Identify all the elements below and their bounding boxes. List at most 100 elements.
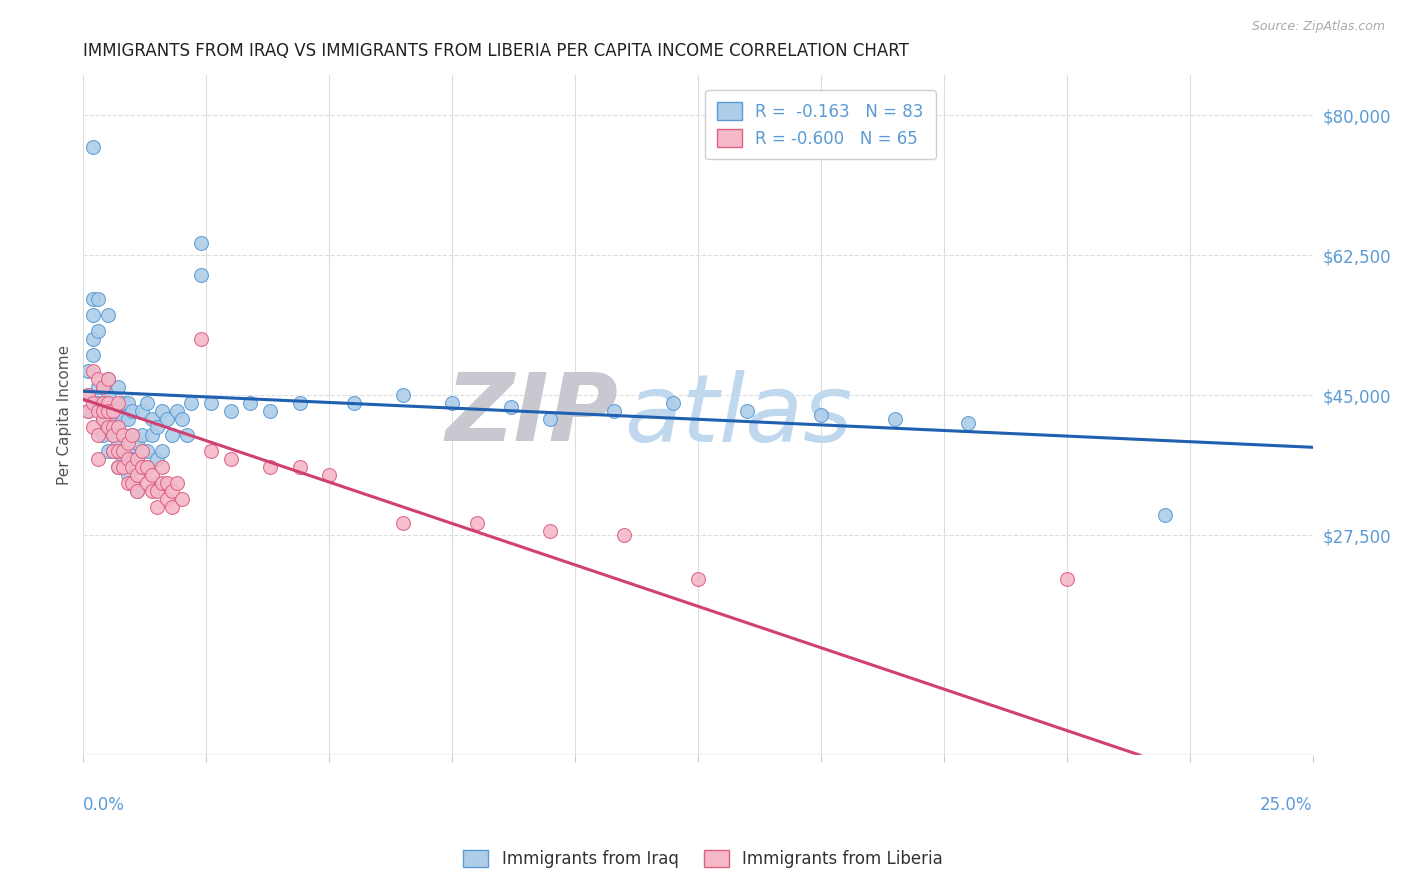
Text: ZIP: ZIP — [446, 369, 619, 461]
Point — [87, 324, 110, 338]
Point — [150, 460, 173, 475]
Point — [613, 528, 636, 542]
Point — [101, 404, 124, 418]
Point — [343, 396, 366, 410]
Point — [121, 428, 143, 442]
Point — [97, 412, 120, 426]
Point — [259, 404, 281, 418]
Point — [77, 404, 100, 418]
Point — [176, 428, 198, 442]
Point — [200, 396, 222, 410]
Point — [107, 436, 129, 450]
Point — [101, 428, 124, 442]
Point — [127, 484, 149, 499]
Point — [121, 404, 143, 418]
Point — [97, 372, 120, 386]
Point — [107, 420, 129, 434]
Point — [662, 396, 685, 410]
Point — [91, 428, 114, 442]
Point — [82, 396, 104, 410]
Y-axis label: Per Capita Income: Per Capita Income — [58, 345, 72, 485]
Point — [127, 468, 149, 483]
Point — [77, 388, 100, 402]
Point — [117, 476, 139, 491]
Point — [127, 460, 149, 475]
Point — [538, 524, 561, 539]
Point — [141, 428, 163, 442]
Point — [97, 308, 120, 322]
Point — [107, 396, 129, 410]
Point — [136, 460, 159, 475]
Point — [111, 460, 134, 475]
Point — [97, 444, 120, 458]
Point — [87, 404, 110, 418]
Point — [1056, 572, 1078, 586]
Point — [97, 420, 120, 434]
Point — [170, 492, 193, 507]
Point — [117, 452, 139, 467]
Point — [219, 452, 242, 467]
Point — [111, 428, 134, 442]
Point — [101, 412, 124, 426]
Point — [91, 404, 114, 418]
Point — [121, 476, 143, 491]
Point — [219, 404, 242, 418]
Point — [111, 412, 134, 426]
Point — [156, 492, 179, 507]
Point — [121, 460, 143, 475]
Point — [239, 396, 262, 410]
Point — [91, 412, 114, 426]
Point — [603, 404, 626, 418]
Point — [91, 396, 114, 410]
Point — [150, 404, 173, 418]
Point — [146, 500, 169, 515]
Point — [107, 428, 129, 442]
Point — [160, 500, 183, 515]
Point — [87, 372, 110, 386]
Point — [111, 444, 134, 458]
Point — [97, 388, 120, 402]
Point — [131, 404, 153, 418]
Point — [91, 380, 114, 394]
Point — [107, 444, 129, 458]
Point — [127, 484, 149, 499]
Point — [107, 404, 129, 418]
Point — [141, 468, 163, 483]
Point — [501, 401, 523, 415]
Point — [288, 460, 311, 475]
Point — [117, 436, 139, 450]
Point — [97, 396, 120, 410]
Point — [87, 380, 110, 394]
Point — [392, 388, 415, 402]
Point — [136, 396, 159, 410]
Point — [190, 236, 212, 251]
Point — [180, 396, 202, 410]
Point — [190, 332, 212, 346]
Point — [166, 476, 188, 491]
Point — [538, 412, 561, 426]
Point — [441, 396, 464, 410]
Point — [146, 484, 169, 499]
Point — [82, 420, 104, 434]
Legend: Immigrants from Iraq, Immigrants from Liberia: Immigrants from Iraq, Immigrants from Li… — [457, 843, 949, 875]
Point — [150, 476, 173, 491]
Point — [883, 412, 905, 426]
Point — [101, 444, 124, 458]
Point — [156, 412, 179, 426]
Point — [117, 396, 139, 410]
Point — [111, 396, 134, 410]
Point — [465, 516, 488, 531]
Text: 0.0%: 0.0% — [83, 797, 125, 814]
Text: 25.0%: 25.0% — [1260, 797, 1313, 814]
Point — [111, 428, 134, 442]
Point — [1154, 508, 1177, 523]
Point — [77, 364, 100, 378]
Point — [91, 404, 114, 418]
Point — [121, 476, 143, 491]
Point — [77, 404, 100, 418]
Point — [87, 428, 110, 442]
Point — [136, 476, 159, 491]
Point — [131, 428, 153, 442]
Point — [97, 420, 120, 434]
Text: atlas: atlas — [624, 370, 852, 461]
